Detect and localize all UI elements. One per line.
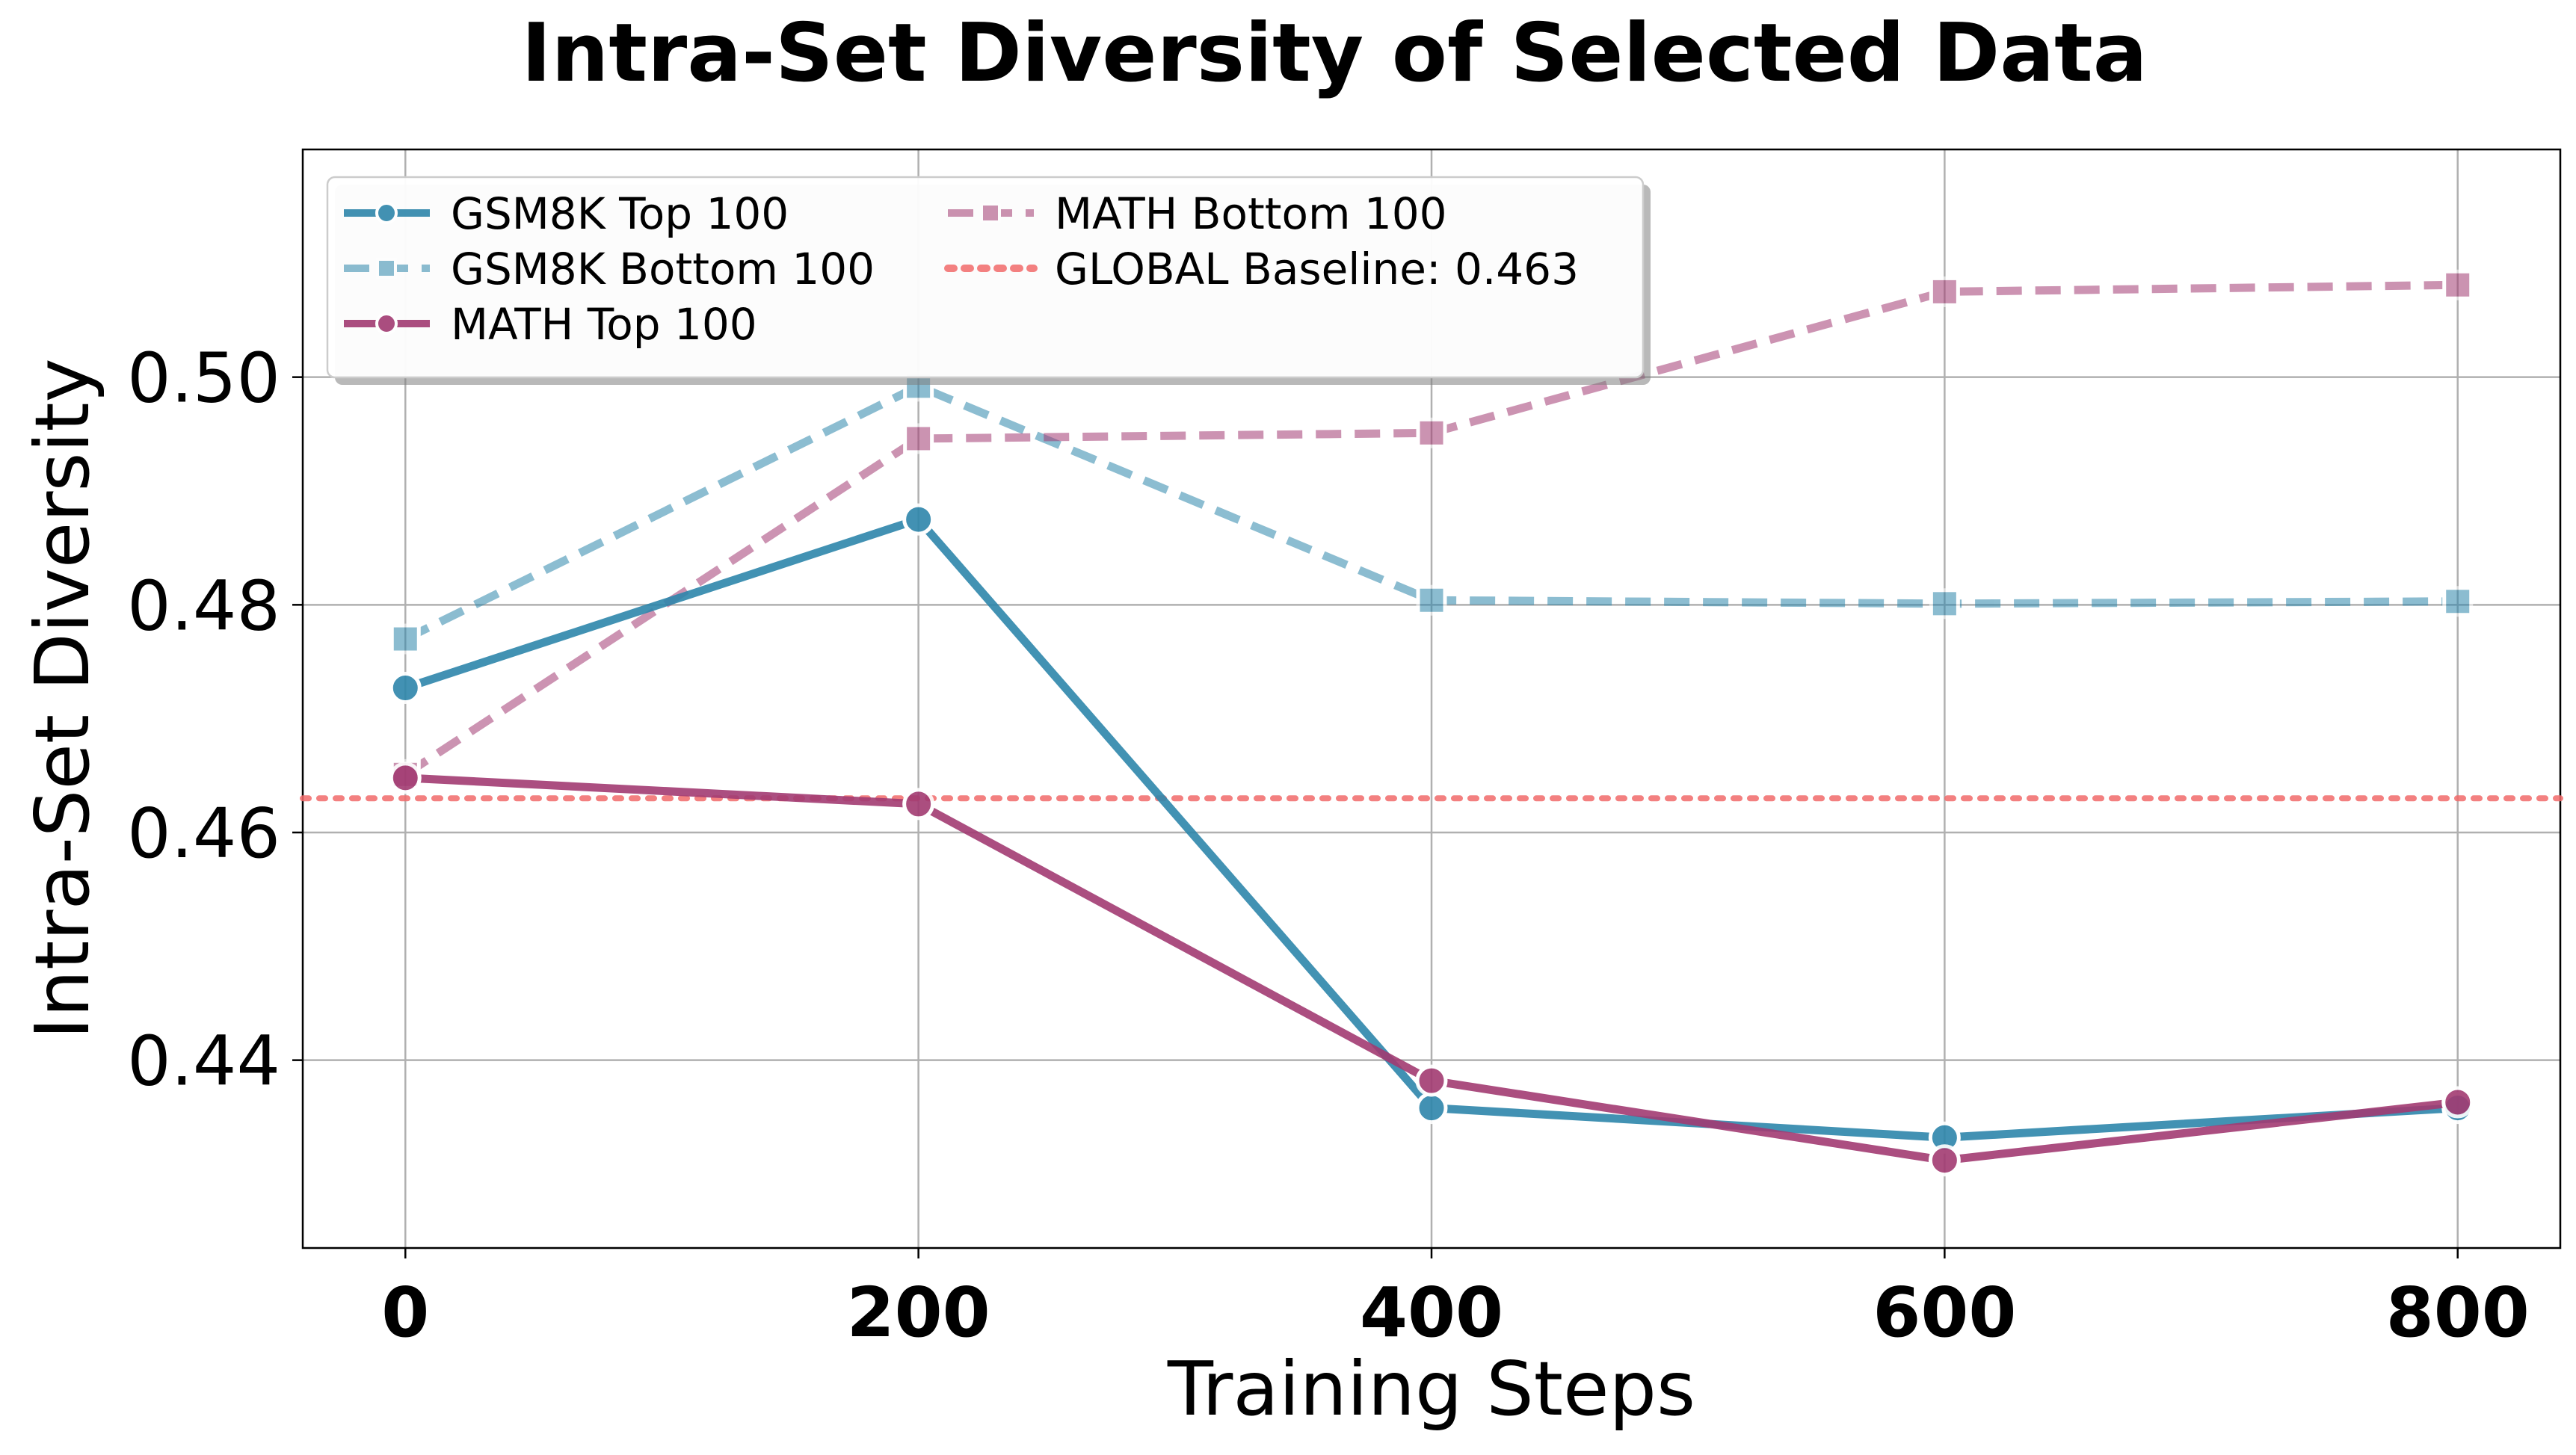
chart-title: Intra-Set Diversity of Selected Data [521,7,2147,100]
series-2 [389,762,2474,1177]
legend-entry-0 [344,202,430,224]
data-point [902,788,935,821]
legend-label: GSM8K Bottom 100 [451,244,875,294]
legend-label: GLOBAL Baseline: 0.463 [1055,244,1579,294]
x-tick-label: 600 [1873,1273,2016,1353]
data-point [1416,417,1447,448]
data-point [1415,1092,1448,1125]
data-point [903,423,934,454]
series-3 [389,269,2474,790]
legend-entry-2 [344,312,430,335]
legend-box [326,176,1645,379]
data-point [1415,1064,1448,1097]
legend-label: MATH Top 100 [451,299,757,350]
x-axis-label: Training Steps [1167,1345,1695,1433]
data-point [1929,588,1960,620]
legend-swatch-marker [375,312,398,335]
legend-entry-1 [344,258,430,279]
legend-swatch-marker [376,258,397,279]
y-tick-label: 0.48 [127,566,280,646]
y-tick-label: 0.44 [127,1022,280,1102]
data-point [389,762,422,794]
data-point [1928,1144,1961,1177]
data-point [389,623,421,655]
x-tick-label: 400 [1360,1273,1503,1353]
data-point [902,503,935,536]
legend-entry-3 [948,203,1034,223]
series-layer [389,269,2474,1177]
data-point [1929,276,1960,307]
data-point [2441,1086,2474,1119]
legend-label: MATH Bottom 100 [1055,188,1447,239]
legend-label: GSM8K Top 100 [451,188,789,239]
axes-layer: 0 200 400 600 800 0.44 0.46 0.48 0.50 [127,339,2530,1353]
legend-swatch-marker [980,203,1001,223]
series-line [403,280,2458,778]
x-tick-label: 800 [2386,1273,2530,1353]
data-point [2442,269,2474,300]
x-tick-label: 200 [847,1273,990,1353]
series-1 [389,371,2474,655]
y-axis-label: Intra-Set Diversity [19,358,106,1039]
data-point [2442,586,2474,617]
y-tick-label: 0.46 [127,794,280,874]
y-tick-label: 0.50 [127,339,280,418]
legend-swatch-marker [375,202,398,224]
x-tick-label: 0 [381,1273,429,1353]
data-point [389,672,422,705]
data-point [1416,584,1447,616]
